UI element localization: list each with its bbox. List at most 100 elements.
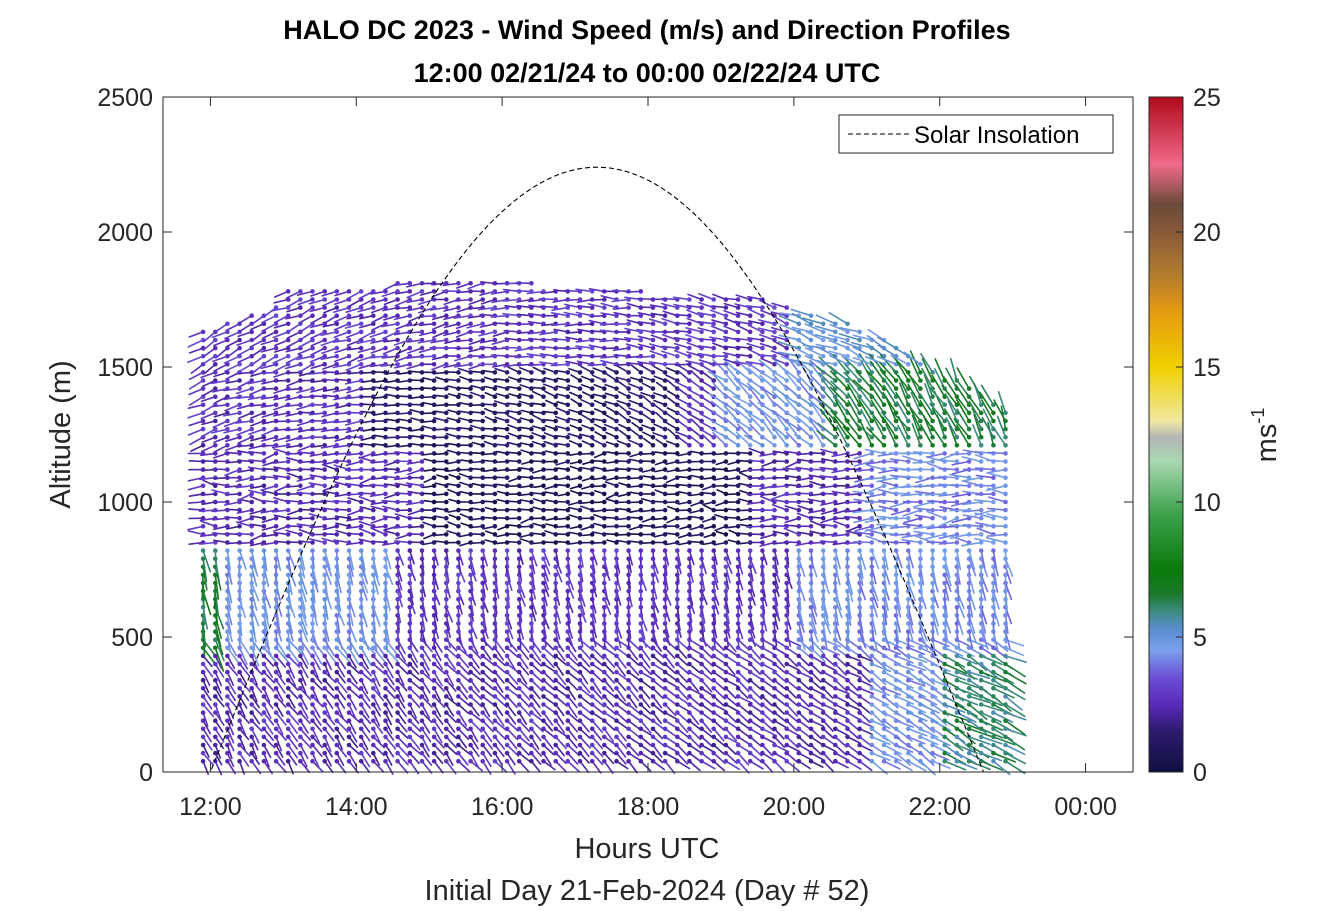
- wind-barb-head: [650, 370, 656, 375]
- wind-barb: [273, 525, 290, 532]
- wind-barb: [297, 298, 314, 306]
- wind-barb-head: [419, 467, 425, 472]
- wind-barb: [261, 412, 277, 418]
- wind-barb-head: [541, 661, 546, 667]
- wind-barb: [187, 339, 204, 348]
- wind-barb-head: [334, 686, 340, 691]
- wind-barb: [348, 606, 354, 627]
- wind-barb-head: [711, 532, 716, 537]
- wind-barb-head: [687, 718, 692, 723]
- wind-barb: [296, 355, 314, 361]
- wind-barb-head: [407, 297, 413, 302]
- wind-barb-head: [577, 370, 583, 375]
- wind-barb: [360, 711, 372, 725]
- wind-barb-head: [395, 726, 400, 732]
- wind-barb: [433, 719, 444, 735]
- wind-barb-head: [516, 370, 522, 375]
- wind-barb-head: [492, 329, 498, 335]
- wind-barb-head: [650, 443, 656, 448]
- wind-barb-head: [516, 710, 522, 715]
- wind-barb: [275, 727, 287, 742]
- wind-barb-head: [504, 677, 510, 683]
- wind-barb-head: [468, 451, 473, 456]
- wind-barb-head: [541, 645, 546, 651]
- wind-barb: [311, 703, 321, 719]
- wind-barb-head: [541, 524, 546, 529]
- wind-barb-head: [358, 321, 364, 327]
- wind-barb-head: [249, 491, 254, 497]
- wind-barb-head: [529, 443, 534, 448]
- wind-barb-head: [213, 378, 218, 383]
- wind-barb-head: [431, 710, 437, 715]
- wind-barb: [309, 525, 326, 529]
- wind-barb-head: [529, 645, 534, 651]
- wind-barb-head: [529, 499, 534, 505]
- wind-barb-head: [310, 677, 315, 683]
- wind-barb-head: [577, 677, 583, 683]
- wind-barb-head: [225, 443, 230, 448]
- wind-barb: [408, 703, 418, 719]
- wind-barb-head: [662, 337, 668, 343]
- wind-barb: [416, 355, 435, 358]
- wind-barb: [345, 460, 363, 467]
- wind-barb: [333, 331, 350, 339]
- wind-barb-head: [504, 443, 510, 448]
- wind-barb-head: [358, 637, 364, 642]
- wind-barb-head: [419, 499, 425, 505]
- wind-barb: [211, 509, 229, 513]
- wind-barb-head: [541, 402, 546, 408]
- wind-barb: [297, 339, 314, 349]
- wind-barb-head: [602, 434, 607, 440]
- wind-barb-head: [589, 386, 595, 391]
- wind-barb-head: [285, 758, 291, 764]
- wind-barb: [188, 395, 204, 406]
- wind-barb-head: [249, 564, 254, 570]
- wind-barb: [286, 331, 302, 339]
- wind-barb: [335, 663, 346, 678]
- wind-barb-head: [237, 402, 242, 408]
- wind-barb: [224, 516, 241, 520]
- wind-barb: [396, 679, 408, 692]
- wind-barb: [287, 663, 296, 679]
- wind-barb: [275, 695, 287, 708]
- wind-barb: [261, 517, 277, 524]
- wind-barb-head: [285, 475, 291, 481]
- wind-barb: [285, 347, 302, 353]
- wind-barb-head: [225, 337, 230, 343]
- wind-barb-head: [273, 305, 279, 310]
- wind-barb: [235, 484, 253, 489]
- wind-barb: [456, 574, 460, 593]
- wind-barb-head: [602, 572, 607, 578]
- wind-barb: [202, 590, 212, 616]
- wind-barb-head: [589, 443, 595, 448]
- wind-barb-head: [468, 645, 473, 651]
- wind-barb-head: [419, 661, 425, 667]
- wind-barb: [226, 760, 236, 775]
- wind-barb: [360, 663, 372, 677]
- wind-barb-head: [626, 710, 631, 715]
- wind-barb: [262, 306, 277, 318]
- wind-barb-head: [322, 329, 328, 335]
- wind-barb-head: [480, 297, 486, 302]
- wind-barb: [408, 646, 419, 664]
- wind-barb-head: [261, 426, 267, 432]
- wind-barb: [187, 501, 204, 504]
- wind-barb-head: [346, 378, 352, 383]
- wind-barb-head: [565, 491, 571, 497]
- wind-barb-head: [480, 443, 486, 448]
- wind-barb: [408, 736, 421, 751]
- wind-barb: [188, 387, 204, 396]
- wind-barb-head: [285, 677, 291, 683]
- wind-barb: [311, 727, 321, 744]
- wind-barb-head: [468, 426, 473, 432]
- wind-barb-head: [541, 370, 546, 375]
- wind-barb: [200, 520, 217, 528]
- wind-barb-head: [431, 353, 437, 359]
- wind-barb: [384, 630, 389, 653]
- wind-barb: [202, 703, 215, 718]
- wind-barb-head: [687, 661, 692, 667]
- wind-barb-head: [249, 386, 254, 391]
- wind-barb-head: [371, 758, 376, 764]
- wind-barb-head: [346, 702, 352, 707]
- wind-barb-head: [419, 694, 425, 699]
